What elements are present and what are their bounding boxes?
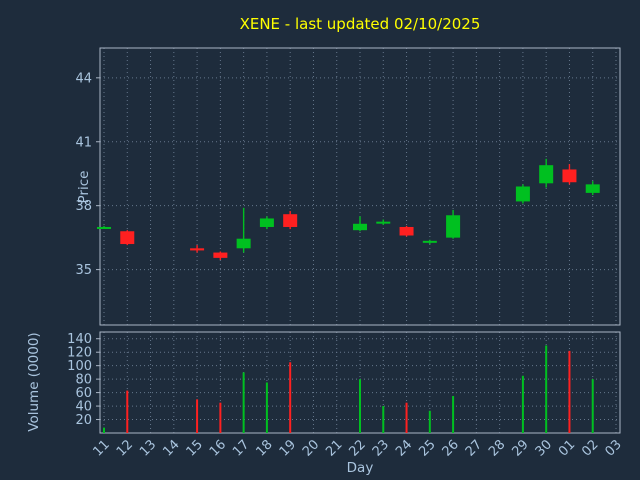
price-tick-label: 41 <box>75 135 92 150</box>
chart-title: XENE - last updated 02/10/2025 <box>240 15 481 33</box>
day-tick-label: 15 <box>184 437 206 459</box>
day-tick-label: 27 <box>463 437 485 459</box>
day-tick-label: 11 <box>91 437 113 459</box>
candle-body <box>562 169 577 183</box>
day-tick-label: 30 <box>533 437 555 459</box>
day-tick-label: 17 <box>230 437 252 459</box>
volume-tick-label: 120 <box>67 346 92 361</box>
volume-axis-label: Volume (0000) <box>26 332 42 431</box>
price-tick-label: 38 <box>75 199 92 214</box>
day-tick-label: 29 <box>509 437 531 459</box>
candle-body <box>190 248 205 251</box>
candle-body <box>585 184 600 193</box>
day-tick-label: 02 <box>579 437 601 459</box>
day-tick-label: 03 <box>603 437 625 459</box>
candle-body <box>399 226 414 236</box>
day-tick-label: 24 <box>393 437 415 459</box>
candle-body <box>213 252 228 258</box>
volume-tick-label: 80 <box>75 373 92 388</box>
candle-body <box>539 165 554 184</box>
candle-body <box>97 226 111 229</box>
candle-body <box>515 186 530 202</box>
day-tick-label: 28 <box>486 437 508 459</box>
volume-tick-label: 140 <box>67 332 92 347</box>
day-tick-label: 12 <box>114 437 136 459</box>
day-tick-label: 20 <box>300 437 322 459</box>
x-axis-label: Day <box>347 460 374 476</box>
candle-body <box>236 238 251 249</box>
volume-tick-label: 100 <box>67 359 92 374</box>
price-tick-label: 44 <box>75 71 92 86</box>
candle-body <box>376 221 391 224</box>
day-tick-label: 01 <box>556 437 578 459</box>
candle-body <box>446 215 461 238</box>
chart-plot-area: 11 12 13 14 15 16 17 18 19 20 21 22 23 24 25 26 27 28 29 30… <box>67 47 625 460</box>
price-tick-label: 35 <box>75 263 92 278</box>
day-tick-label: 14 <box>160 437 182 459</box>
candle-body <box>259 218 274 227</box>
day-tick-label: 13 <box>137 437 159 459</box>
volume-tick-label: 20 <box>75 413 92 428</box>
price-axis-label: Price <box>76 171 92 204</box>
candle-body <box>422 240 437 243</box>
volume-tick-label: 60 <box>75 386 92 401</box>
candle-body <box>283 214 298 227</box>
day-tick-label: 23 <box>370 437 392 459</box>
volume-tick-label: 40 <box>75 400 92 415</box>
day-tick-label: 21 <box>323 437 345 459</box>
day-tick-label: 26 <box>440 437 462 459</box>
day-tick-label: 16 <box>207 437 229 459</box>
day-tick-label: 18 <box>253 437 275 459</box>
candle-body <box>120 231 135 245</box>
day-tick-label: 19 <box>277 437 299 459</box>
day-tick-label: 25 <box>416 437 438 459</box>
day-tick-label: 22 <box>347 437 369 459</box>
candle-body <box>353 223 367 231</box>
